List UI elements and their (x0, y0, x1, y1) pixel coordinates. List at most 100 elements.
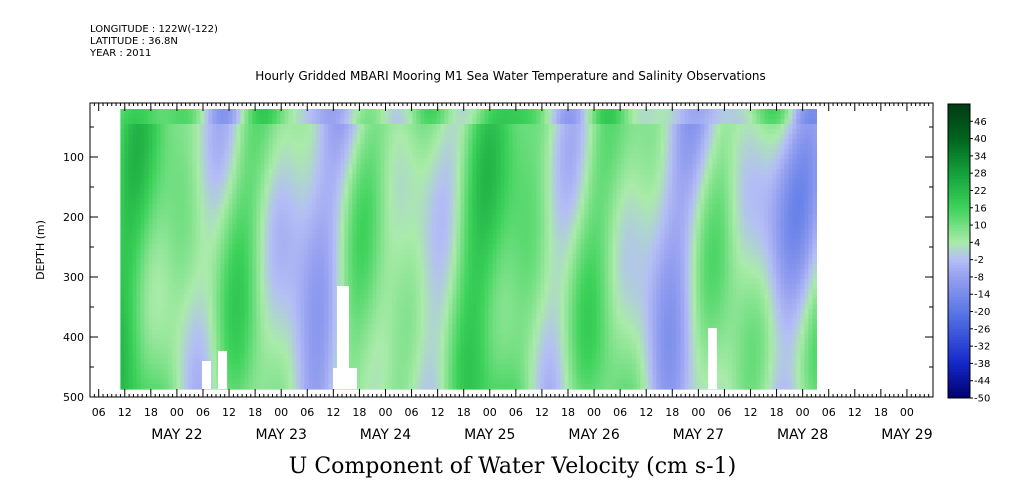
heatmap-cell (288, 129, 293, 135)
heatmap-cell (136, 119, 141, 125)
heatmap-cell (324, 249, 329, 255)
heatmap-cell (244, 214, 249, 220)
heatmap-cell (400, 234, 405, 240)
heatmap-cell (212, 189, 217, 195)
heatmap-cell (380, 284, 385, 290)
heatmap-cell (184, 339, 189, 345)
heatmap-cell (300, 339, 305, 345)
heatmap-cell (312, 334, 317, 340)
heatmap-cell (420, 114, 425, 120)
heatmap-cell (232, 364, 237, 370)
heatmap-cell (288, 219, 293, 225)
heatmap-cell (256, 214, 261, 220)
heatmap-cell (436, 294, 441, 300)
heatmap-cell (204, 124, 209, 130)
heatmap-cell (404, 384, 409, 390)
heatmap-cell (240, 129, 245, 135)
heatmap-cell (212, 359, 217, 365)
heatmap-cell (424, 129, 429, 135)
heatmap-cell (428, 214, 433, 220)
heatmap-cell (164, 169, 169, 175)
heatmap-cell (200, 189, 205, 195)
heatmap-cell (204, 309, 209, 315)
heatmap-cell (288, 249, 293, 255)
heatmap-cell (300, 349, 305, 355)
heatmap-cell (400, 249, 405, 255)
heatmap-cell (152, 124, 157, 130)
heatmap-cell (464, 189, 469, 195)
heatmap-cell (164, 259, 169, 265)
heatmap-cell (168, 344, 173, 350)
heatmap-cell (424, 384, 429, 390)
heatmap-cell (168, 374, 173, 380)
heatmap-cell (416, 369, 421, 375)
heatmap-cell (432, 184, 437, 190)
heatmap-cell (148, 349, 153, 355)
heatmap-cell (148, 164, 153, 170)
heatmap-cell (204, 269, 209, 275)
heatmap-cell (364, 274, 369, 280)
heatmap-cell (252, 339, 257, 345)
heatmap-cell (456, 209, 461, 215)
heatmap-cell (240, 289, 245, 295)
heatmap-cell (284, 284, 289, 290)
heatmap-cell (468, 164, 473, 170)
heatmap-cell (372, 199, 377, 205)
heatmap-cell (308, 219, 313, 225)
heatmap-cell (240, 309, 245, 315)
heatmap-cell (308, 284, 313, 290)
heatmap-cell (156, 229, 161, 235)
heatmap-cell (276, 114, 281, 120)
heatmap-cell (140, 314, 145, 320)
heatmap-cell (272, 284, 277, 290)
heatmap-cell (436, 364, 441, 370)
heatmap-cell (468, 149, 473, 155)
heatmap-cell (360, 124, 365, 130)
heatmap-cell (232, 379, 237, 385)
heatmap-cell (312, 174, 317, 180)
heatmap-cell (348, 219, 353, 225)
heatmap-cell (412, 314, 417, 320)
heatmap-cell (260, 224, 265, 230)
heatmap-cell (256, 379, 261, 385)
heatmap-cell (472, 359, 477, 365)
heatmap-cell (332, 144, 337, 150)
heatmap-cell (388, 274, 393, 280)
heatmap-cell (436, 284, 441, 290)
heatmap-cell (156, 239, 161, 245)
heatmap-cell (452, 259, 457, 265)
heatmap-cell (288, 334, 293, 340)
heatmap-cell (328, 284, 333, 290)
heatmap-cell (228, 109, 233, 115)
heatmap-cell (204, 224, 209, 230)
heatmap-cell (140, 279, 145, 285)
heatmap-cell (140, 129, 145, 135)
heatmap-cell (432, 259, 437, 265)
heatmap-cell (388, 139, 393, 145)
heatmap-cell (204, 214, 209, 220)
heatmap-cell (344, 239, 349, 245)
heatmap-cell (468, 324, 473, 330)
heatmap-cell (268, 294, 273, 300)
heatmap-cell (292, 194, 297, 200)
heatmap-cell (152, 214, 157, 220)
heatmap-cell (128, 234, 133, 240)
heatmap-cell (404, 239, 409, 245)
heatmap-cell (456, 379, 461, 385)
heatmap-cell (228, 244, 233, 250)
heatmap-cell (224, 224, 229, 230)
heatmap-cell (292, 309, 297, 315)
heatmap-cell (424, 249, 429, 255)
heatmap-cell (440, 264, 445, 270)
heatmap-cell (448, 109, 453, 115)
heatmap-cell (388, 124, 393, 130)
heatmap-cell (328, 384, 333, 390)
heatmap-cell (428, 369, 433, 375)
heatmap-cell (340, 134, 345, 140)
heatmap-cell (136, 154, 141, 160)
heatmap-cell (252, 369, 257, 375)
heatmap-cell (252, 284, 257, 290)
heatmap-cell (388, 349, 393, 355)
longitude-label: LONGITUDE : 122W(-122) (90, 24, 218, 35)
heatmap-cell (240, 174, 245, 180)
